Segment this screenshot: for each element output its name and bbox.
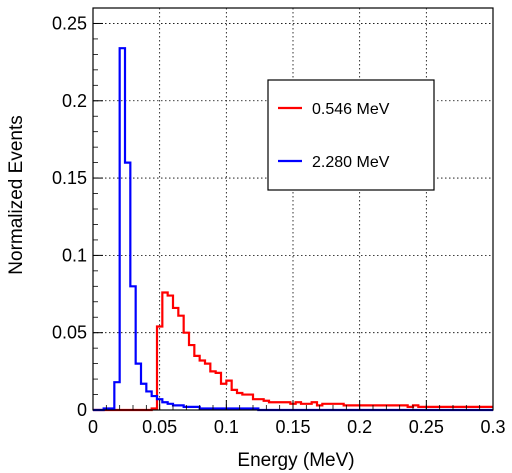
x-tick-label: 0.2 bbox=[347, 417, 372, 437]
x-tick-label: 0 bbox=[88, 417, 98, 437]
legend-label: 0.546 MeV bbox=[312, 101, 390, 118]
ticks: 0 0.05 0.1 0.15 0.2 0.25 0.3 0 0.05 0.1 0.15 0.2 0.2… bbox=[52, 7, 506, 437]
x-tick-label: 0.3 bbox=[480, 417, 505, 437]
y-tick-label: 0.25 bbox=[52, 13, 87, 33]
y-tick-label: 0.15 bbox=[52, 168, 87, 188]
x-tick-label: 0.1 bbox=[214, 417, 239, 437]
x-tick-label: 0.25 bbox=[409, 417, 444, 437]
y-tick-label: 0.1 bbox=[62, 245, 87, 265]
y-tick-label: 0.2 bbox=[62, 91, 87, 111]
y-tick-label: 0 bbox=[77, 400, 87, 420]
series-line-red bbox=[93, 291, 493, 412]
legend: 0.546 MeV 2.280 MeV bbox=[267, 79, 435, 191]
x-axis-label: Energy (MeV) bbox=[237, 450, 354, 471]
x-tick-label: 0.15 bbox=[275, 417, 310, 437]
x-tick-label: 0.05 bbox=[142, 417, 177, 437]
y-tick-label: 0.05 bbox=[52, 323, 87, 343]
legend-label: 2.280 MeV bbox=[312, 154, 390, 171]
y-axis-label: Normalized Events bbox=[6, 115, 27, 274]
legend-box bbox=[267, 79, 435, 191]
